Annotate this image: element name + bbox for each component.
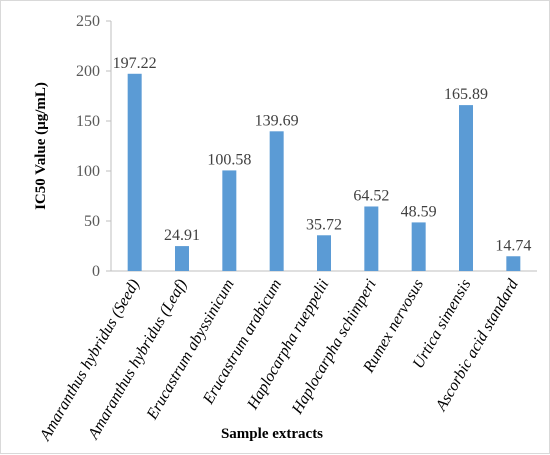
category-label: Ascorbic acid standard [432,276,522,415]
y-tick-label: 50 [84,213,100,230]
data-label: 14.74 [495,237,531,254]
data-label: 197.22 [113,55,157,72]
data-label: 100.58 [207,151,251,168]
data-label: 35.72 [306,216,342,233]
bar [175,246,189,271]
bar [127,73,142,271]
bar [317,235,331,271]
y-tick-label: 200 [76,63,100,80]
data-label: 48.59 [401,203,437,220]
y-tick-label: 100 [76,163,100,180]
bars [127,73,521,271]
bar [459,105,473,271]
category-label: Haplocarpha schimperi [288,277,379,418]
data-label: 64.52 [353,187,389,204]
y-tick-label: 150 [76,113,100,130]
y-axis-title: IC50 Value (µg/mL) [33,82,49,210]
bar [222,170,237,271]
data-label: 165.89 [444,86,488,103]
data-label: 24.91 [164,227,200,244]
category-label: Haplocarpha rueppelii [244,277,333,414]
data-labels: 197.22 24.91 100.58 139.69 35.72 64.52 48.59 16… [113,55,532,254]
y-axis-ticks: 0 50 100 150 200 250 [76,13,111,280]
x-axis-title: Sample extracts [221,426,323,442]
y-tick-label: 0 [92,263,100,280]
bar [364,206,379,271]
category-labels: Amaranthus hybridus (Seed)Amaranthus hyb… [36,276,522,445]
bar [506,256,521,271]
bar [269,131,284,271]
category-label: Erucastrum abyssinicum [143,277,238,424]
data-label: 139.69 [255,112,299,129]
y-tick-label: 250 [76,13,100,30]
bar [411,222,426,271]
